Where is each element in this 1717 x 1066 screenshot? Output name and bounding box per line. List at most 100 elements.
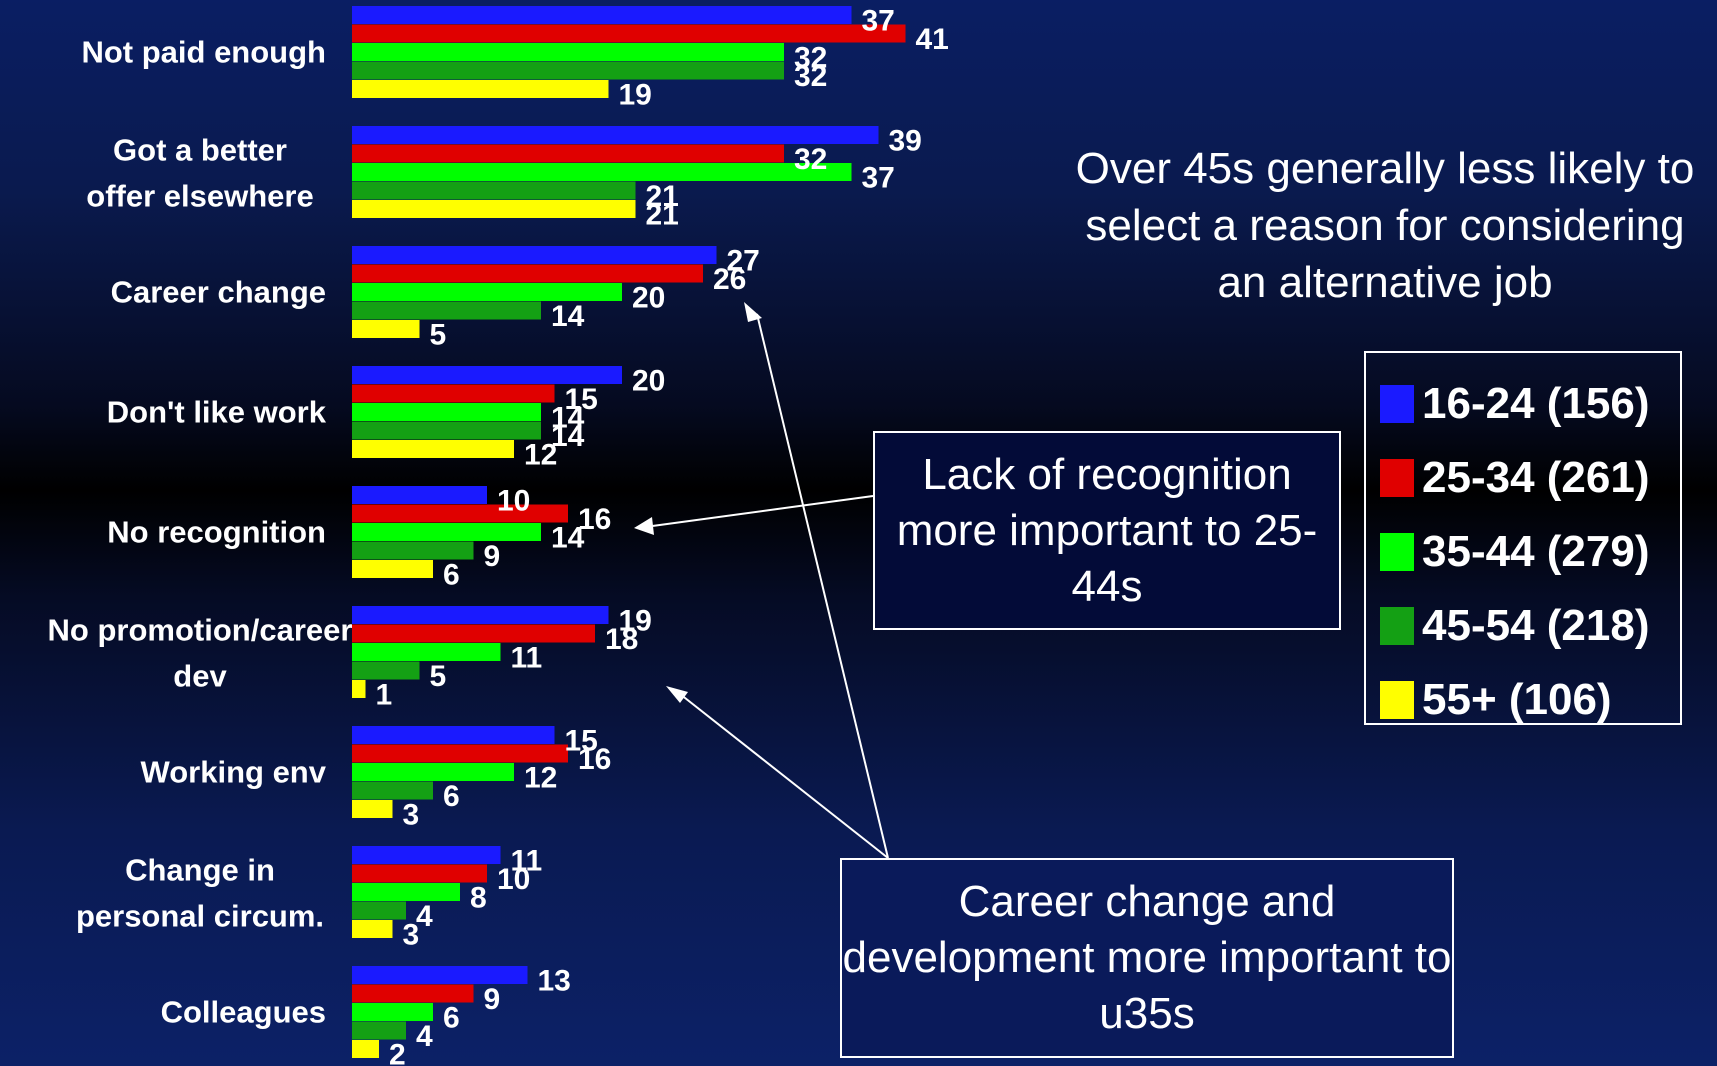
- legend-label: 35-44 (279): [1422, 527, 1650, 576]
- category-label: Got a better offer elsewhere: [86, 132, 313, 213]
- bar: [352, 781, 433, 800]
- legend-item-35-44: 35-44 (279): [1380, 515, 1680, 589]
- bar-value-label: 26: [713, 263, 746, 296]
- bar-value-label: 18: [605, 623, 638, 656]
- bar: [352, 606, 609, 624]
- bar: [352, 643, 501, 661]
- career-callout: Career change and development more impor…: [840, 858, 1454, 1058]
- bar-value-label: 20: [632, 282, 665, 315]
- legend-swatch: [1380, 459, 1414, 497]
- bar: [352, 560, 433, 578]
- category-label: No promotion/career dev: [48, 612, 353, 693]
- bar: [352, 163, 852, 181]
- bar-value-label: 37: [862, 162, 895, 195]
- bar-value-label: 37: [862, 5, 895, 38]
- bar-value-label: 15: [565, 383, 598, 416]
- bar-value-label: 14: [551, 522, 585, 555]
- bar: [352, 181, 636, 200]
- legend-swatch: [1380, 681, 1414, 719]
- bar-value-label: 3: [403, 799, 420, 832]
- value-labels: 3741323219393237212127262014520151414121…: [376, 5, 949, 1066]
- legend-label: 55+ (106): [1422, 675, 1612, 724]
- bar: [352, 864, 487, 883]
- bar-value-label: 4: [416, 1020, 433, 1053]
- arrow-head-career-1: [744, 302, 762, 322]
- category-label: Colleagues: [161, 994, 326, 1029]
- bar: [352, 800, 393, 818]
- bar-value-label: 6: [443, 1002, 460, 1035]
- category-label: Don't like work: [107, 394, 327, 429]
- bar: [352, 366, 622, 384]
- bar-value-label: 14: [551, 420, 585, 453]
- bar-value-label: 21: [646, 199, 679, 232]
- bar-value-label: 14: [551, 300, 585, 333]
- bar: [352, 144, 784, 163]
- recognition-callout: Lack of recognition more important to 25…: [873, 431, 1341, 630]
- bar-value-label: 20: [632, 365, 665, 398]
- bar: [352, 320, 420, 338]
- bar-value-label: 8: [470, 882, 487, 915]
- bar-value-label: 9: [484, 983, 501, 1016]
- legend-item-55-plus: 55+ (106): [1380, 663, 1680, 737]
- bar: [352, 301, 541, 320]
- legend-item-25-34: 25-34 (261): [1380, 441, 1680, 515]
- bar: [352, 523, 541, 541]
- bar: [352, 200, 636, 218]
- bar: [352, 61, 784, 80]
- bar-value-label: 21: [646, 180, 679, 213]
- bar: [352, 901, 406, 920]
- legend-label: 45-54 (218): [1422, 601, 1650, 650]
- annotation-arrows: [634, 302, 889, 859]
- bar: [352, 661, 420, 680]
- bar-value-label: 3: [403, 919, 420, 952]
- bar: [352, 846, 501, 864]
- arrow-line-career-1: [756, 313, 889, 859]
- bar-value-label: 11: [511, 845, 543, 878]
- bar: [352, 966, 528, 984]
- bar-value-label: 39: [889, 125, 922, 158]
- bar: [352, 680, 366, 698]
- bar: [352, 883, 460, 901]
- arrow-head-career-2: [666, 686, 688, 703]
- arrow-line-career-2: [679, 693, 889, 859]
- bar-value-label: 19: [619, 605, 652, 638]
- bar-value-label: 5: [430, 660, 447, 693]
- bar: [352, 403, 541, 421]
- bar-value-label: 11: [511, 642, 543, 675]
- bar: [352, 920, 393, 938]
- bar-value-label: 13: [538, 965, 571, 998]
- bar: [352, 264, 703, 283]
- bar: [352, 126, 879, 144]
- bar-value-label: 41: [916, 23, 949, 56]
- bar-value-label: 10: [497, 485, 530, 518]
- category-label: Not paid enough: [81, 34, 326, 69]
- legend-swatch: [1380, 533, 1414, 571]
- bar-value-label: 12: [524, 439, 557, 472]
- bar-value-label: 2: [389, 1039, 406, 1066]
- career-callout-text: Career change and development more impor…: [842, 877, 1452, 1038]
- legend-swatch: [1380, 385, 1414, 423]
- bar: [352, 24, 906, 43]
- bar: [352, 384, 555, 403]
- category-label: Career change: [111, 274, 326, 309]
- bar-value-label: 14: [551, 402, 585, 435]
- bar-value-label: 27: [727, 245, 760, 278]
- bar-value-label: 32: [794, 60, 827, 93]
- bar: [352, 744, 568, 763]
- recognition-callout-text: Lack of recognition more important to 25…: [896, 449, 1318, 611]
- bar: [352, 486, 487, 504]
- bar: [352, 440, 514, 458]
- bar: [352, 421, 541, 440]
- bar: [352, 763, 514, 781]
- bar: [352, 6, 852, 24]
- category-labels: Not paid enough Got a better offer elsewhe…: [48, 34, 353, 1029]
- legend: 16-24 (156) 25-34 (261) 35-44 (279) 45-5…: [1364, 351, 1682, 725]
- bar-value-label: 6: [443, 780, 460, 813]
- arrow-line-recognition: [644, 495, 874, 528]
- bar: [352, 1040, 379, 1058]
- category-label: Change in personal circum.: [76, 852, 324, 933]
- category-label: Working env: [141, 754, 327, 789]
- bar-value-label: 5: [430, 319, 447, 352]
- bar-value-label: 15: [565, 725, 598, 758]
